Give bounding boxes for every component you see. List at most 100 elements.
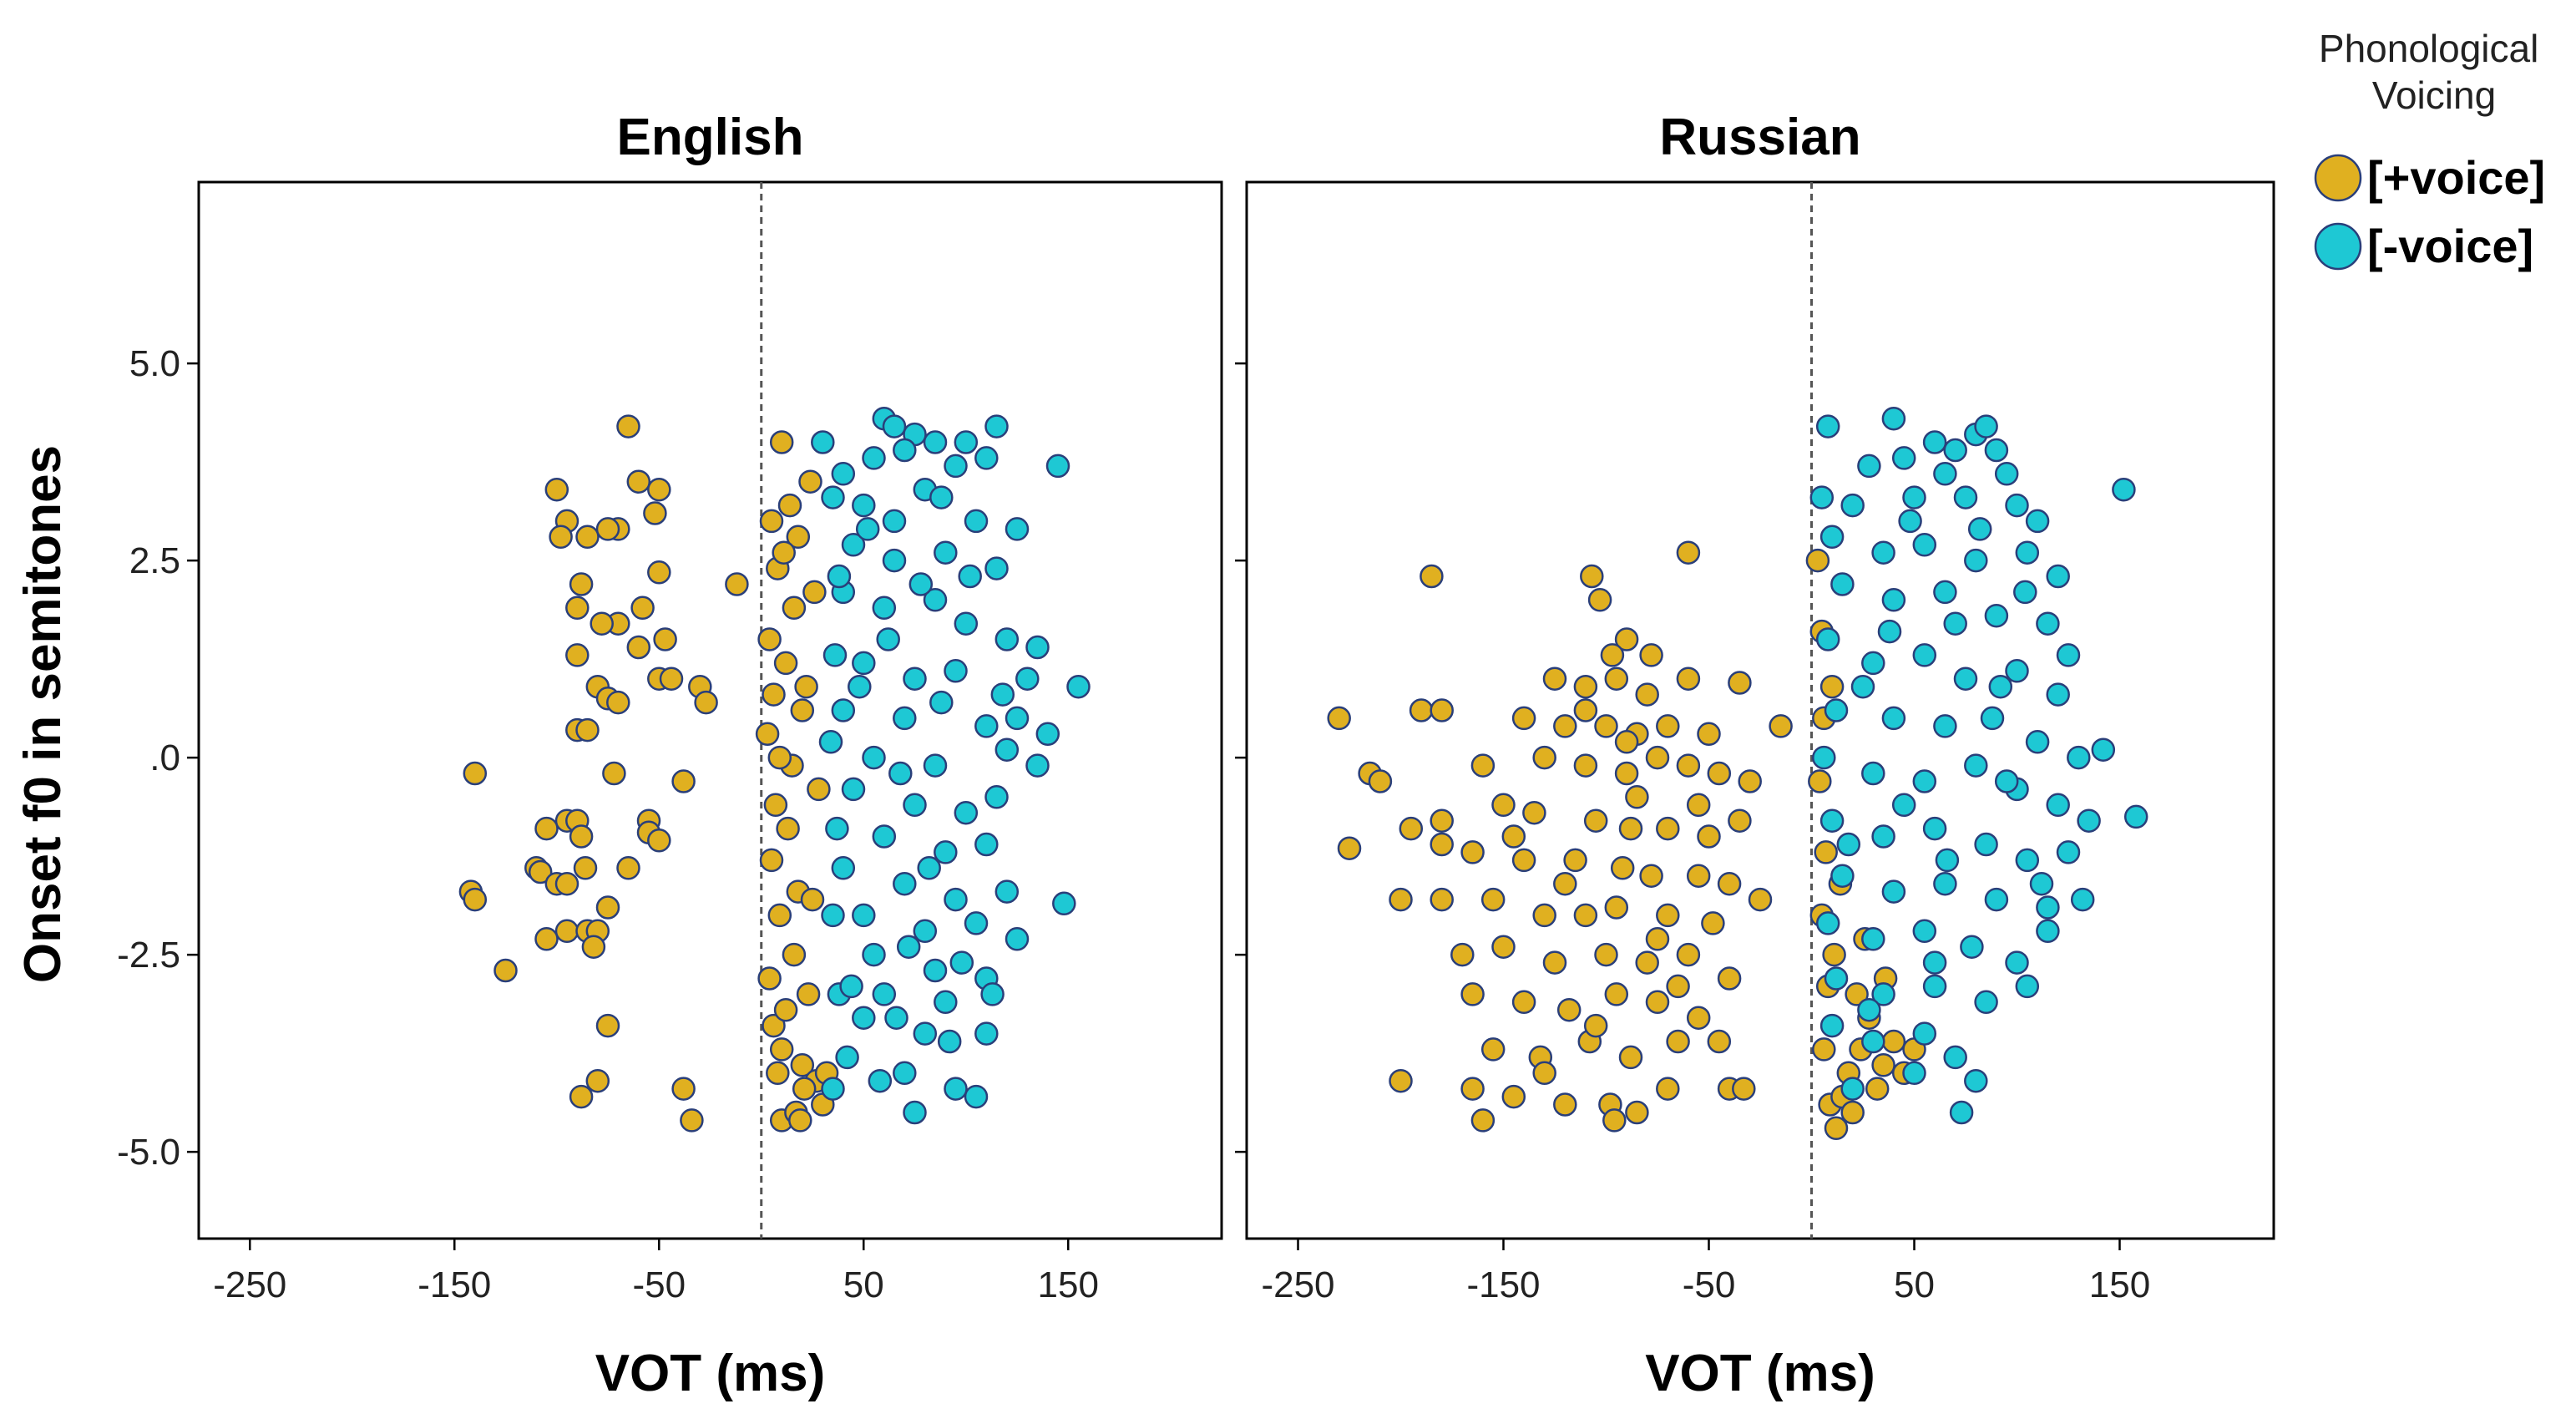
data-point	[852, 903, 876, 928]
data-point	[1614, 730, 1639, 754]
data-point	[777, 493, 802, 518]
y-tick-label: 2.5	[129, 540, 180, 581]
data-point	[694, 690, 718, 715]
data-point	[463, 761, 488, 786]
data-point	[903, 666, 927, 691]
data-point	[1840, 1100, 1865, 1125]
data-point	[958, 564, 982, 589]
data-point	[1815, 627, 1840, 651]
data-point	[1625, 1100, 1649, 1125]
data-point	[1857, 997, 1881, 1022]
data-point	[1645, 990, 1670, 1015]
data-point	[1871, 1053, 1895, 1077]
data-point	[2046, 564, 2070, 589]
data-point	[1861, 761, 1885, 786]
x-tick-label: -150	[1466, 1264, 1540, 1305]
data-point	[923, 753, 948, 778]
data-point	[893, 706, 917, 731]
data-point	[772, 540, 796, 565]
y-axis-title: Onset f0 in semitones	[14, 445, 72, 983]
data-point	[1717, 966, 1742, 991]
data-point	[1542, 666, 1567, 691]
data-point	[990, 682, 1015, 707]
data-point	[626, 635, 651, 660]
legend-swatch-voiceless	[2314, 222, 2362, 271]
data-point	[1805, 548, 1830, 573]
data-point	[944, 887, 968, 912]
legend: Phonological Voicing [+voice] [-voice]	[2314, 27, 2545, 272]
data-point	[1594, 942, 1618, 967]
data-point	[1625, 785, 1649, 809]
data-point	[1845, 982, 1869, 1006]
data-point	[1563, 848, 1587, 873]
data-point	[1470, 1108, 1495, 1133]
data-point	[1639, 643, 1663, 667]
data-point	[831, 698, 856, 722]
data-point	[755, 722, 780, 747]
data-point	[1005, 517, 1030, 541]
data-point	[862, 446, 886, 470]
data-point	[1912, 1021, 1937, 1046]
data-point	[1573, 674, 1598, 699]
data-point	[1045, 454, 1070, 479]
x-tick-label: 150	[2089, 1264, 2150, 1305]
series-voiceless	[1809, 406, 2148, 1125]
data-point	[1891, 446, 1916, 470]
data-point	[1935, 848, 1960, 873]
x-axis-title: VOT (ms)	[595, 1345, 826, 1402]
data-point	[1815, 414, 1840, 438]
data-point	[1748, 887, 1773, 912]
data-point	[616, 414, 640, 438]
data-point	[463, 887, 488, 912]
data-point	[773, 651, 798, 676]
data-point	[839, 974, 863, 999]
data-point	[2015, 540, 2040, 565]
data-point	[1984, 887, 2009, 912]
data-point	[1604, 895, 1629, 920]
data-point	[862, 942, 886, 967]
data-point	[913, 919, 938, 944]
data-point	[1025, 635, 1050, 660]
x-tick-label: 50	[843, 1264, 884, 1305]
data-point	[913, 1021, 938, 1046]
data-point	[964, 509, 989, 534]
y-tick-label: -2.5	[117, 935, 180, 976]
data-point	[1840, 1077, 1865, 1101]
x-tick-label: -250	[1261, 1264, 1334, 1305]
data-point	[2046, 793, 2070, 818]
data-point	[1686, 864, 1711, 888]
data-point	[893, 871, 917, 896]
data-point	[994, 737, 1020, 762]
data-point	[835, 1045, 859, 1070]
data-point	[647, 829, 671, 853]
data-point	[822, 643, 848, 667]
data-point	[821, 485, 845, 509]
data-point	[1960, 935, 1984, 959]
y-tick-label: .0	[149, 737, 180, 778]
data-point	[2005, 950, 2029, 975]
data-point	[796, 982, 821, 1006]
data-point	[1573, 698, 1598, 722]
data-point	[888, 761, 913, 786]
data-point	[1902, 485, 1926, 509]
data-point	[1052, 891, 1076, 916]
data-point	[1666, 974, 1690, 999]
data-point	[1980, 706, 2005, 731]
data-point	[1409, 698, 1434, 722]
data-point	[2036, 611, 2060, 636]
data-point	[1594, 714, 1618, 738]
data-point	[1015, 666, 1040, 691]
data-point	[1686, 1006, 1711, 1030]
data-point	[2046, 682, 2070, 707]
data-point	[800, 887, 825, 912]
data-point	[1812, 1037, 1836, 1062]
data-point	[1701, 911, 1725, 935]
data-point	[827, 564, 852, 589]
data-point	[882, 509, 907, 534]
data-point	[602, 761, 626, 786]
data-point	[1830, 864, 1855, 888]
data-point	[1553, 871, 1577, 896]
data-point	[1819, 808, 1845, 833]
data-point	[1922, 950, 1947, 975]
data-point	[893, 1061, 917, 1086]
